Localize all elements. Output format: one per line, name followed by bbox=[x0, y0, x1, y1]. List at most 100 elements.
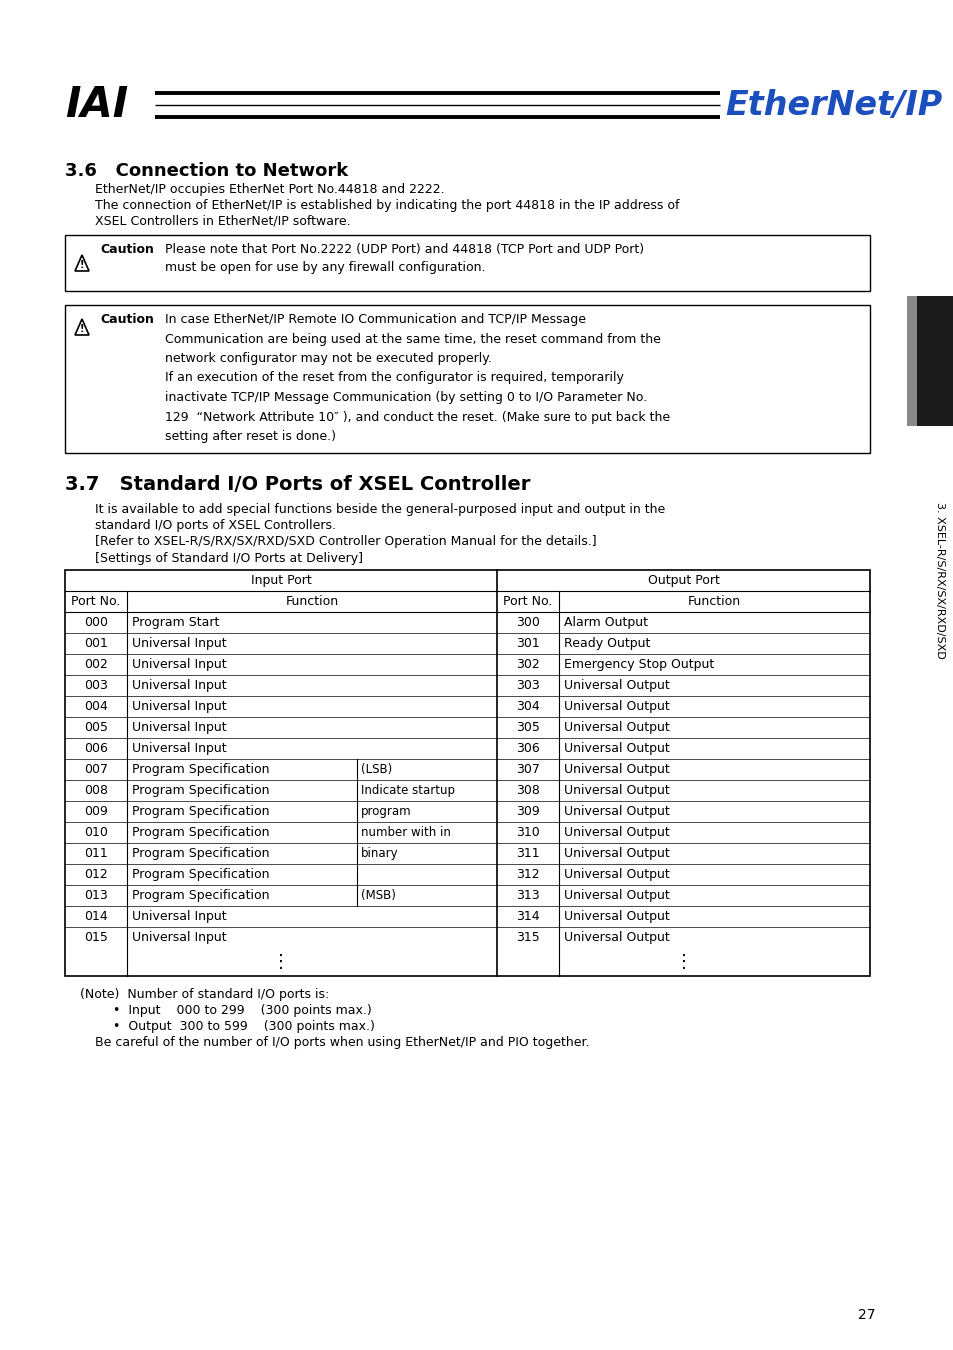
Text: 129  “Network Attribute 10″ ), and conduct the reset. (Make sure to put back the: 129 “Network Attribute 10″ ), and conduc… bbox=[165, 410, 669, 424]
Text: !: ! bbox=[80, 324, 84, 333]
Text: [Refer to XSEL-R/S/RX/SX/RXD/SXD Controller Operation Manual for the details.]: [Refer to XSEL-R/S/RX/SX/RXD/SXD Control… bbox=[95, 535, 596, 548]
Text: Universal Output: Universal Output bbox=[563, 679, 669, 693]
Text: Universal Output: Universal Output bbox=[563, 763, 669, 776]
Text: 301: 301 bbox=[516, 637, 539, 649]
Text: Program Specification: Program Specification bbox=[132, 784, 269, 796]
Text: ⋮: ⋮ bbox=[272, 953, 290, 971]
Text: Input Port: Input Port bbox=[251, 574, 311, 587]
Text: Program Start: Program Start bbox=[132, 616, 219, 629]
Text: Caution: Caution bbox=[100, 243, 153, 256]
Text: [Settings of Standard I/O Ports at Delivery]: [Settings of Standard I/O Ports at Deliv… bbox=[95, 552, 363, 566]
Text: Function: Function bbox=[687, 595, 740, 608]
Text: 307: 307 bbox=[516, 763, 539, 776]
Text: (Note)  Number of standard I/O ports is:: (Note) Number of standard I/O ports is: bbox=[80, 988, 329, 1000]
Text: 27: 27 bbox=[857, 1308, 875, 1322]
Text: IAI: IAI bbox=[65, 84, 128, 126]
Text: Universal Input: Universal Input bbox=[132, 931, 227, 944]
Text: Please note that Port No.2222 (UDP Port) and 44818 (TCP Port and UDP Port): Please note that Port No.2222 (UDP Port)… bbox=[165, 243, 643, 256]
Text: Program Specification: Program Specification bbox=[132, 826, 269, 838]
Text: Ready Output: Ready Output bbox=[563, 637, 650, 649]
Text: 306: 306 bbox=[516, 743, 539, 755]
Text: •  Input    000 to 299    (300 points max.): • Input 000 to 299 (300 points max.) bbox=[112, 1004, 372, 1017]
Text: 303: 303 bbox=[516, 679, 539, 693]
Text: (MSB): (MSB) bbox=[360, 890, 395, 902]
Text: 001: 001 bbox=[84, 637, 108, 649]
Text: It is available to add special functions beside the general-purposed input and o: It is available to add special functions… bbox=[95, 504, 664, 516]
Text: 314: 314 bbox=[516, 910, 539, 923]
Text: network configurator may not be executed properly.: network configurator may not be executed… bbox=[165, 352, 492, 365]
Text: 006: 006 bbox=[84, 743, 108, 755]
Text: XSEL Controllers in EtherNet/IP software.: XSEL Controllers in EtherNet/IP software… bbox=[95, 215, 351, 228]
Text: Universal Output: Universal Output bbox=[563, 721, 669, 734]
Text: 015: 015 bbox=[84, 931, 108, 944]
Text: inactivate TCP/IP Message Communication (by setting 0 to I/O Parameter No.: inactivate TCP/IP Message Communication … bbox=[165, 392, 646, 404]
Text: 315: 315 bbox=[516, 931, 539, 944]
Text: Universal Input: Universal Input bbox=[132, 743, 227, 755]
Text: number with in: number with in bbox=[360, 826, 451, 838]
Text: Universal Output: Universal Output bbox=[563, 826, 669, 838]
Text: (LSB): (LSB) bbox=[360, 763, 392, 776]
Text: 3. XSEL-R/S/RX/SX/RXD/SXD: 3. XSEL-R/S/RX/SX/RXD/SXD bbox=[934, 502, 944, 659]
Text: Universal Output: Universal Output bbox=[563, 931, 669, 944]
Text: Indicate startup: Indicate startup bbox=[360, 784, 455, 796]
Text: Universal Output: Universal Output bbox=[563, 701, 669, 713]
Text: Universal Output: Universal Output bbox=[563, 910, 669, 923]
Text: 004: 004 bbox=[84, 701, 108, 713]
Text: Universal Output: Universal Output bbox=[563, 846, 669, 860]
Text: Universal Input: Universal Input bbox=[132, 701, 227, 713]
Text: 014: 014 bbox=[84, 910, 108, 923]
Text: 008: 008 bbox=[84, 784, 108, 796]
Text: 007: 007 bbox=[84, 763, 108, 776]
Text: Be careful of the number of I/O ports when using EtherNet/IP and PIO together.: Be careful of the number of I/O ports wh… bbox=[95, 1035, 589, 1049]
Text: 310: 310 bbox=[516, 826, 539, 838]
Text: !: ! bbox=[80, 261, 84, 270]
Text: Program Specification: Program Specification bbox=[132, 805, 269, 818]
Bar bbox=[65, 235, 869, 292]
Text: 005: 005 bbox=[84, 721, 108, 734]
Text: 000: 000 bbox=[84, 616, 108, 629]
Text: 312: 312 bbox=[516, 868, 539, 882]
Text: Program Specification: Program Specification bbox=[132, 868, 269, 882]
Text: standard I/O ports of XSEL Controllers.: standard I/O ports of XSEL Controllers. bbox=[95, 518, 335, 532]
Text: 300: 300 bbox=[516, 616, 539, 629]
Text: If an execution of the reset from the configurator is required, temporarily: If an execution of the reset from the co… bbox=[165, 371, 623, 385]
Bar bbox=[906, 296, 916, 427]
Bar bbox=[65, 305, 869, 454]
Text: In case EtherNet/IP Remote IO Communication and TCP/IP Message: In case EtherNet/IP Remote IO Communicat… bbox=[165, 313, 585, 325]
Text: 302: 302 bbox=[516, 657, 539, 671]
Text: Universal Input: Universal Input bbox=[132, 679, 227, 693]
Text: Emergency Stop Output: Emergency Stop Output bbox=[563, 657, 714, 671]
Text: 311: 311 bbox=[516, 846, 539, 860]
Text: must be open for use by any firewall configuration.: must be open for use by any firewall con… bbox=[165, 261, 485, 274]
Text: •  Output  300 to 599    (300 points max.): • Output 300 to 599 (300 points max.) bbox=[112, 1021, 375, 1033]
Text: Program Specification: Program Specification bbox=[132, 890, 269, 902]
Text: ⋮: ⋮ bbox=[674, 953, 692, 971]
Text: 309: 309 bbox=[516, 805, 539, 818]
Text: 013: 013 bbox=[84, 890, 108, 902]
Text: Universal Output: Universal Output bbox=[563, 805, 669, 818]
Text: The connection of EtherNet/IP is established by indicating the port 44818 in the: The connection of EtherNet/IP is establi… bbox=[95, 198, 679, 212]
Text: Universal Output: Universal Output bbox=[563, 743, 669, 755]
Text: Alarm Output: Alarm Output bbox=[563, 616, 647, 629]
Text: Communication are being used at the same time, the reset command from the: Communication are being used at the same… bbox=[165, 332, 660, 346]
Text: Caution: Caution bbox=[100, 313, 153, 325]
Text: Port No.: Port No. bbox=[71, 595, 121, 608]
Text: setting after reset is done.): setting after reset is done.) bbox=[165, 431, 335, 443]
Text: 3.7   Standard I/O Ports of XSEL Controller: 3.7 Standard I/O Ports of XSEL Controlle… bbox=[65, 475, 530, 494]
Text: Function: Function bbox=[285, 595, 338, 608]
Text: 009: 009 bbox=[84, 805, 108, 818]
Text: 010: 010 bbox=[84, 826, 108, 838]
Bar bbox=[916, 296, 953, 427]
Text: 308: 308 bbox=[516, 784, 539, 796]
Text: 304: 304 bbox=[516, 701, 539, 713]
Bar bbox=[65, 570, 869, 976]
Text: 305: 305 bbox=[516, 721, 539, 734]
Text: Universal Input: Universal Input bbox=[132, 657, 227, 671]
Text: 012: 012 bbox=[84, 868, 108, 882]
Text: 3.6   Connection to Network: 3.6 Connection to Network bbox=[65, 162, 348, 180]
Text: EtherNet/IP occupies EtherNet Port No.44818 and 2222.: EtherNet/IP occupies EtherNet Port No.44… bbox=[95, 184, 444, 196]
Text: Universal Output: Universal Output bbox=[563, 784, 669, 796]
Text: 002: 002 bbox=[84, 657, 108, 671]
Text: Universal Input: Universal Input bbox=[132, 910, 227, 923]
Text: Output Port: Output Port bbox=[647, 574, 719, 587]
